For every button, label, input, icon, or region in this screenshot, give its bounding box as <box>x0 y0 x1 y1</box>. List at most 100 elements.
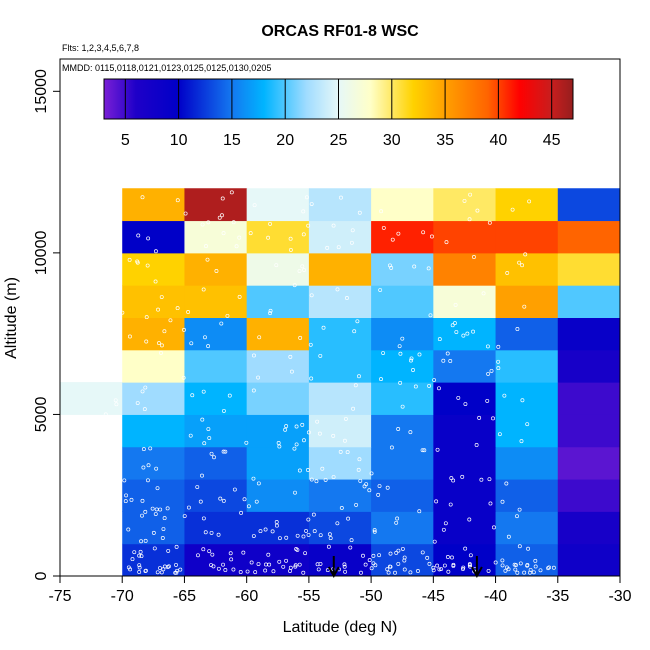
track-point <box>474 442 479 447</box>
track-point <box>264 562 268 567</box>
heatmap-cell <box>557 252 621 286</box>
track-point <box>268 311 273 316</box>
track-point <box>456 395 461 400</box>
track-point <box>488 501 493 506</box>
track-point <box>140 389 145 394</box>
heatmap-cell <box>122 220 185 254</box>
heatmap-cell <box>308 317 372 351</box>
track-point <box>174 562 178 567</box>
heatmap-cell <box>184 285 248 318</box>
track-point <box>196 553 200 558</box>
track-point <box>146 236 151 241</box>
track-point <box>174 544 179 549</box>
track-point <box>323 477 328 482</box>
heatmap-cell <box>122 349 185 383</box>
track-point <box>294 424 299 429</box>
track-point <box>132 550 137 555</box>
track-point <box>463 546 468 551</box>
track-point <box>434 499 439 504</box>
track-point <box>200 473 204 478</box>
track-point <box>234 244 239 249</box>
track-point <box>109 561 114 566</box>
track-point <box>200 417 205 422</box>
track-point <box>150 506 155 511</box>
track-point <box>468 192 473 197</box>
track-point <box>408 430 413 435</box>
track-point <box>427 383 432 388</box>
track-point <box>547 565 552 570</box>
track-point <box>214 269 219 273</box>
track-point <box>140 195 145 200</box>
heatmap-cell <box>495 317 559 351</box>
track-point <box>356 467 361 472</box>
track-point <box>221 231 226 236</box>
track-point <box>417 509 422 514</box>
track-point <box>354 502 359 507</box>
track-point <box>522 570 527 575</box>
track-point <box>400 546 405 551</box>
track-point <box>137 565 142 570</box>
track-point <box>439 567 444 571</box>
track-point <box>232 487 237 492</box>
track-point <box>116 486 121 491</box>
track-point <box>153 512 158 516</box>
track-point <box>204 244 208 249</box>
heatmap-cell <box>433 220 497 254</box>
heatmap-cell <box>60 382 123 415</box>
heatmap-cell <box>308 188 372 222</box>
track-point <box>140 498 145 503</box>
heatmap-cell <box>246 285 310 318</box>
track-point <box>448 502 453 507</box>
track-point <box>431 568 436 573</box>
track-point <box>159 570 164 575</box>
track-point <box>101 464 106 469</box>
track-point <box>420 550 425 555</box>
track-point <box>146 478 150 483</box>
track-point <box>309 376 314 381</box>
heatmap-cell <box>495 543 559 577</box>
track-point <box>271 569 276 574</box>
track-point <box>114 446 119 451</box>
track-point <box>381 225 386 230</box>
colorbar-tick-label: 15 <box>223 132 241 149</box>
track-point <box>143 568 148 573</box>
track-point <box>186 505 191 510</box>
track-point <box>105 326 110 331</box>
track-point <box>321 325 326 330</box>
x-tick-label: -55 <box>297 588 320 605</box>
colorbar-tick-label: 45 <box>543 132 561 149</box>
track-point <box>107 569 112 574</box>
track-point <box>137 553 142 558</box>
track-point <box>297 562 302 567</box>
track-point <box>237 294 242 299</box>
dates-label: MMDD: 0115,0118,0121,0123,0125,0125,0130… <box>62 63 271 73</box>
heatmap-cell <box>184 349 248 383</box>
track-point <box>432 378 437 382</box>
track-point <box>202 441 207 446</box>
heatmap-cell <box>308 349 372 383</box>
track-point <box>166 564 171 569</box>
track-point <box>301 209 306 214</box>
track-point <box>504 481 509 486</box>
track-point <box>358 478 363 483</box>
track-point <box>112 551 117 556</box>
track-point <box>127 257 132 262</box>
track-point <box>242 497 247 502</box>
track-point <box>239 510 244 515</box>
track-point <box>500 558 505 563</box>
track-point <box>425 555 430 560</box>
track-point <box>114 402 119 407</box>
track-point <box>442 563 447 568</box>
track-point <box>327 532 332 537</box>
track-point <box>517 544 522 549</box>
heatmap-cell <box>371 220 434 254</box>
track-point <box>161 527 166 532</box>
heatmap-cell <box>246 543 310 577</box>
track-point <box>396 231 401 236</box>
track-point <box>127 334 132 339</box>
track-point <box>220 213 224 218</box>
heatmap-cell <box>371 479 434 512</box>
track-point <box>183 211 188 216</box>
track-point <box>200 222 205 227</box>
track-point <box>491 416 495 421</box>
